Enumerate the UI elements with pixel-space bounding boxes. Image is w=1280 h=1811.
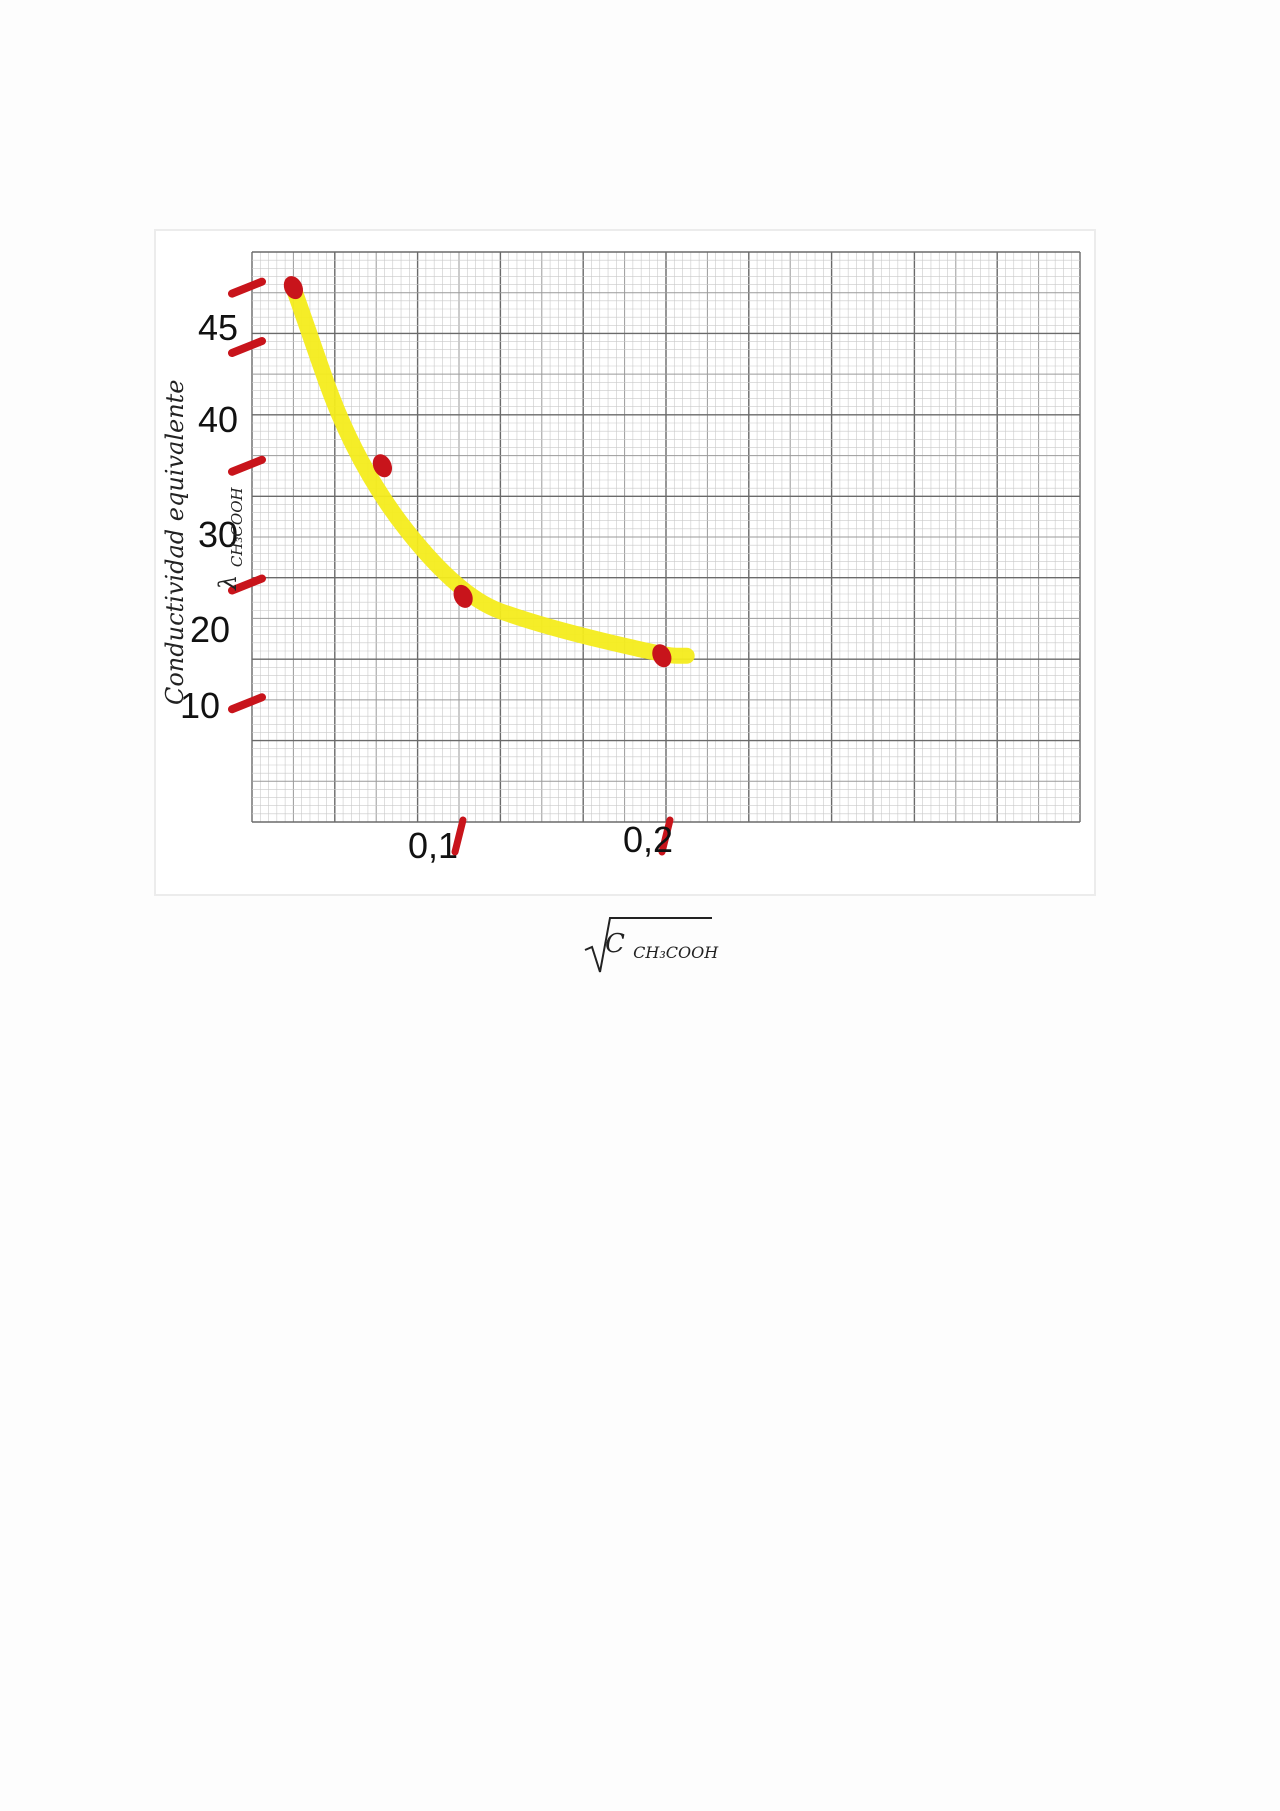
y-tick-mark-2 bbox=[228, 455, 266, 476]
data-marks bbox=[228, 276, 695, 856]
y-tick-mark-3 bbox=[228, 574, 266, 595]
y-tick-mark-1 bbox=[228, 337, 266, 357]
x-tick-label-0-1: 0,1 bbox=[408, 825, 458, 866]
data-point-1 bbox=[372, 454, 393, 478]
data-point-3 bbox=[652, 644, 672, 668]
y-tick-mark-4 bbox=[228, 693, 266, 714]
x-tick-mark-1 bbox=[658, 816, 674, 856]
y-axis-symbol: λ CH₃COOH bbox=[214, 486, 246, 591]
y-tick-label-45: 45 bbox=[198, 307, 238, 348]
y-tick-label-20: 20 bbox=[190, 609, 230, 650]
x-axis-title: C CH₃COOH bbox=[584, 917, 719, 973]
x-tick-label-0-2: 0,2 bbox=[623, 819, 673, 860]
data-point-2 bbox=[453, 584, 473, 608]
x-axis-subscript: CH₃COOH bbox=[633, 943, 719, 962]
graph-paper-grid bbox=[251, 251, 1081, 823]
y-axis-symbol-lambda: λ bbox=[214, 575, 242, 591]
y-axis-symbol-subscript: CH₃COOH bbox=[228, 486, 246, 567]
y-tick-label-10: 10 bbox=[180, 685, 220, 726]
x-axis-variable: C bbox=[605, 929, 625, 959]
data-point-0 bbox=[283, 276, 304, 300]
y-tick-mark-0 bbox=[228, 277, 266, 298]
y-tick-label-40: 40 bbox=[198, 399, 238, 440]
x-tick-mark-0 bbox=[451, 816, 467, 856]
y-tick-label-30: 30 bbox=[198, 514, 238, 555]
square-root-icon bbox=[584, 917, 712, 973]
svg-text:C CH₃COOH: C CH₃COOH bbox=[605, 929, 719, 962]
y-axis-title: Conductividad equivalente bbox=[161, 380, 189, 706]
